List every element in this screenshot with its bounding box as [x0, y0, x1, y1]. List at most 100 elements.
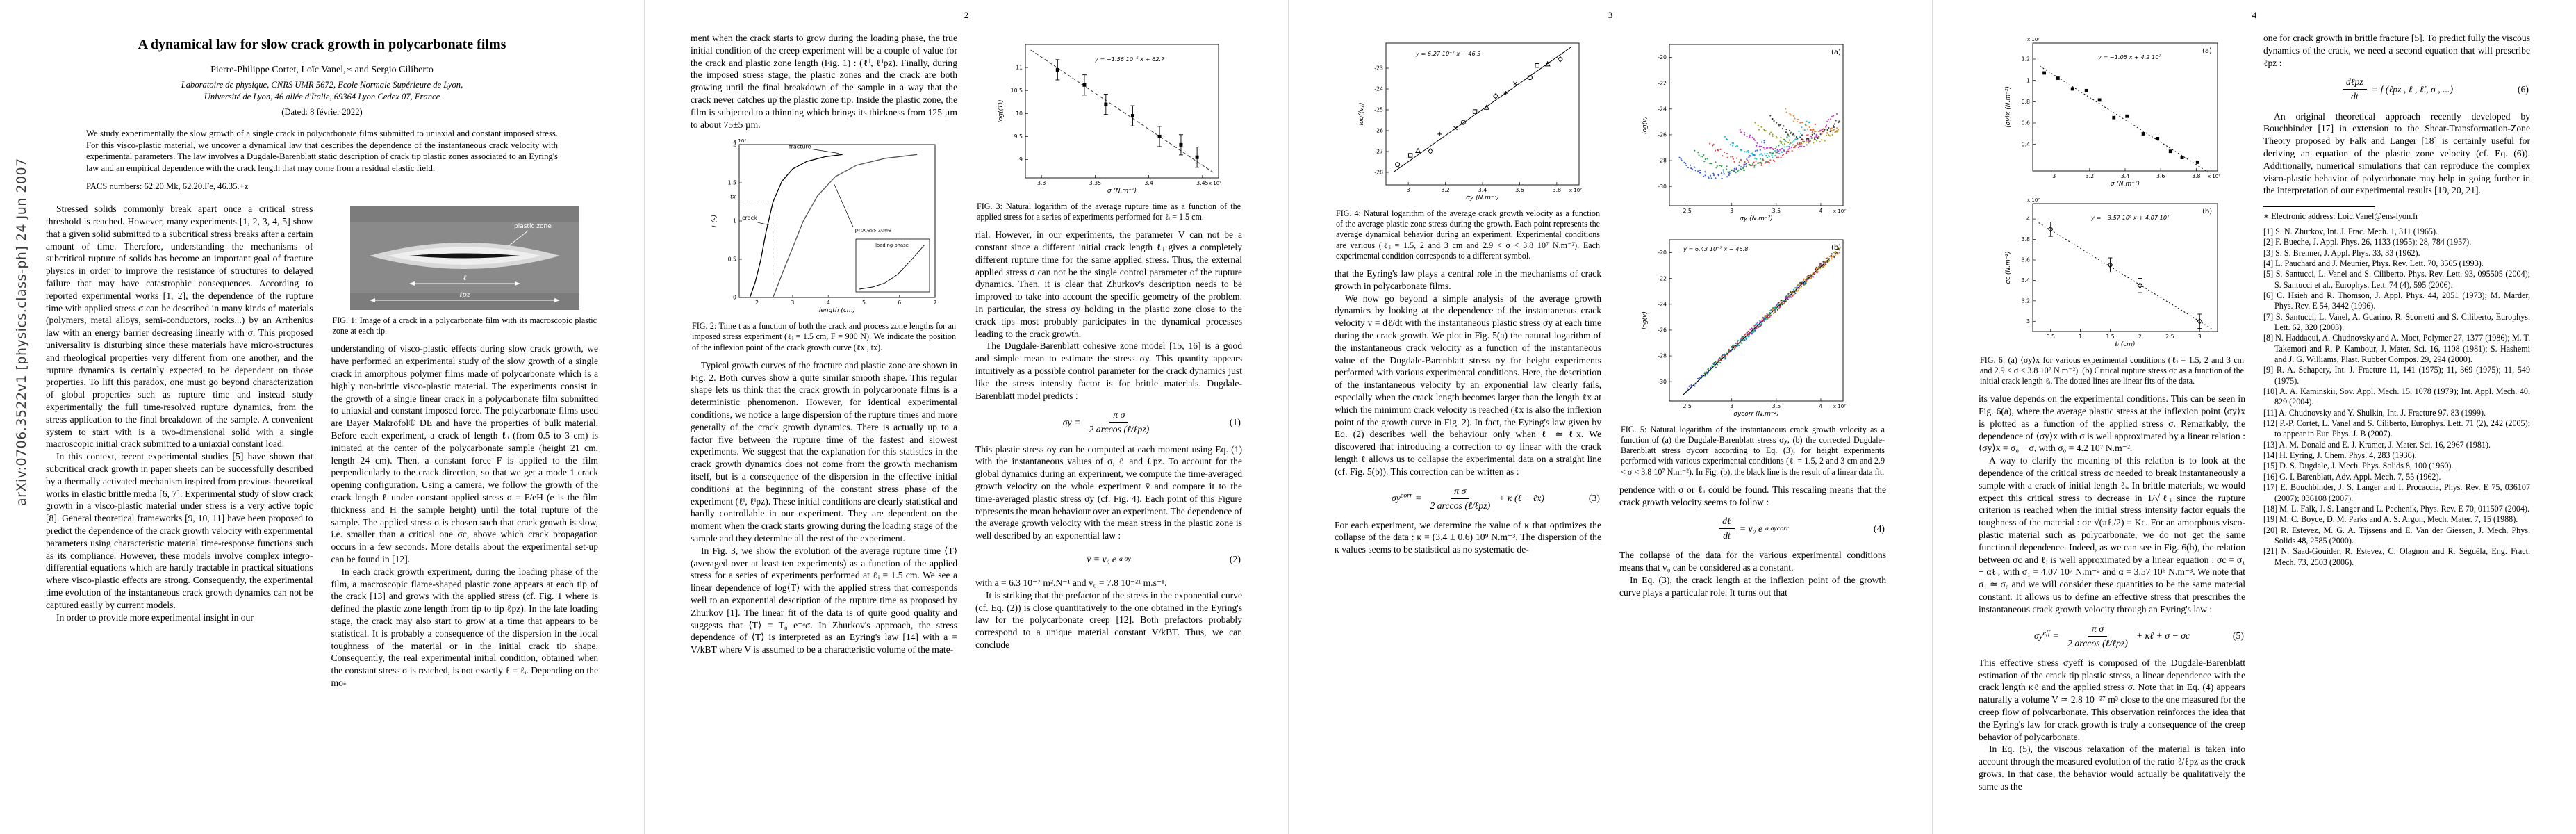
- footnote-rule: [2263, 206, 2375, 208]
- svg-text:3.8: 3.8: [1553, 187, 1561, 193]
- svg-text:y = −1.56 10⁻⁶ x + 62.7: y = −1.56 10⁻⁶ x + 62.7: [1094, 56, 1165, 63]
- affiliation-line-1: Laboratoire de physique, CNRS UMR 5672, …: [181, 80, 463, 90]
- svg-text:2.5: 2.5: [1683, 403, 1691, 409]
- svg-text:3.2: 3.2: [1441, 187, 1449, 193]
- page-3: 3 3 3.2 3.4 3.6 3.8 -28 -27 -26 -25 -24 -23 σ̄y (N.…: [1288, 0, 1932, 834]
- reference-item: [14] H. Eyring, J. Chem. Phys. 4, 283 (1…: [2263, 450, 2417, 461]
- page-4-columns: 3 3.2 3.4 3.6 3.8 0.4 0.6 0.8 1 1.2 σ (N.m⁻²) ⟨σy⟩x…: [1979, 32, 2530, 808]
- svg-text:4: 4: [1819, 403, 1822, 409]
- page-3-column-right: 2.5 3 3.5 4 -30 -28 -26 -24 -22 -20 σy (N.m⁻²) log(…: [1619, 32, 1886, 808]
- page-1: arXiv:0706.3522v1 [physics.class-ph] 24 …: [0, 0, 644, 834]
- svg-text:fracture: fracture: [789, 144, 811, 150]
- svg-text:4: 4: [827, 300, 830, 306]
- page-2: 2 ment when the crack starts to grow dur…: [644, 0, 1288, 834]
- svg-text:4: 4: [1819, 208, 1822, 214]
- body-paragraph: This effective stress σyeff is composed …: [1979, 657, 2245, 742]
- figure-6-caption: FIG. 6: (a) ⟨σy⟩x for various experiment…: [1980, 354, 2245, 386]
- svg-text:ℓᵢ (cm): ℓᵢ (cm): [2115, 341, 2136, 348]
- average-velocity-plot: 3 3.2 3.4 3.6 3.8 -28 -27 -26 -25 -24 -23 σ̄y (N.m⁻…: [1358, 42, 1582, 202]
- svg-text:2.5: 2.5: [1683, 208, 1691, 214]
- reference-item: [6] C. Hsieh and R. Thomson, J. Appl. Ph…: [2263, 290, 2530, 311]
- page-3-column-left: 3 3.2 3.4 3.6 3.8 -28 -27 -26 -25 -24 -23 σ̄y (N.m⁻…: [1335, 32, 1601, 808]
- reference-item: [4] L. Pauchard and J. Meunier, Phys. Re…: [2263, 258, 2484, 268]
- reference-item: [16] G. I. Barenblatt, Adv. Appl. Mech. …: [2263, 471, 2441, 482]
- svg-text:crack: crack: [742, 215, 757, 221]
- svg-text:ℓpz: ℓpz: [459, 291, 471, 299]
- svg-text:5: 5: [862, 300, 866, 306]
- body-paragraph: understanding of visco-plastic effects d…: [331, 343, 599, 565]
- reference-item: [21] N. Saad-Gouider, R. Estevez, C. Ola…: [2263, 546, 2530, 567]
- svg-text:ℓx: ℓx: [779, 133, 785, 135]
- svg-text:x 10⁷: x 10⁷: [1569, 188, 1582, 193]
- svg-text:2: 2: [733, 142, 736, 148]
- reference-item: [13] A. M. Donald and E. J. Kramer, J. M…: [2263, 439, 2491, 450]
- svg-text:t (s): t (s): [711, 215, 718, 227]
- svg-text:9.5: 9.5: [1014, 133, 1023, 140]
- svg-text:3.8: 3.8: [2192, 173, 2200, 179]
- svg-text:σ (N.m⁻²): σ (N.m⁻²): [1107, 188, 1137, 195]
- svg-text:-24: -24: [1658, 106, 1667, 112]
- figure-6-panel-b: 0.5 1 1.5 2 2.5 3 3 3.2 3.4 3.6 3.8 4 ℓᵢ (cm) σc (N.m…: [1979, 195, 2245, 353]
- svg-text:loading phase: loading phase: [875, 243, 909, 248]
- svg-text:3.2: 3.2: [2022, 297, 2030, 304]
- svg-text:log(⟨T⟩): log(⟨T⟩): [998, 99, 1005, 122]
- affiliation-line-2: Université de Lyon, 46 allée d'Italie, 6…: [204, 91, 440, 101]
- figure-4: 3 3.2 3.4 3.6 3.8 -28 -27 -26 -25 -24 -23 σ̄y (N.m⁻…: [1335, 35, 1601, 206]
- body-paragraph: In Eq. (5), the viscous relaxation of th…: [1979, 744, 2245, 792]
- svg-text:ℓ: ℓ: [463, 273, 466, 282]
- svg-text:-27: -27: [1374, 149, 1383, 155]
- body-paragraph: In this context, recent experimental stu…: [46, 451, 313, 610]
- inflexion-stress-plot: 3 3.2 3.4 3.6 3.8 0.4 0.6 0.8 1 1.2 σ (N.m⁻²) ⟨σy⟩x…: [2005, 37, 2220, 188]
- svg-text:log(⟨v⟩): log(⟨v⟩): [1358, 102, 1365, 125]
- body-paragraph: We now go beyond a simple analysis of th…: [1335, 293, 1601, 477]
- body-paragraph: Stressed solids commonly break apart onc…: [46, 204, 313, 450]
- reference-item: [1] S. N. Zhurkov, Int. J. Frac. Mech. 1…: [2263, 226, 2438, 236]
- figure-5-panel-a: 2.5 3 3.5 4 -30 -28 -26 -24 -22 -20 σy (N.m⁻²) log(…: [1619, 35, 1886, 227]
- page-number: 2: [964, 10, 969, 20]
- figure-5-panel-b: 2.5 3 3.5 4 -30 -28 -26 -24 -22 -20 σycorr (N.m⁻²)…: [1619, 230, 1886, 423]
- svg-text:-24: -24: [1374, 86, 1383, 92]
- svg-text:(b): (b): [1831, 244, 1841, 252]
- svg-text:x 10⁷: x 10⁷: [1833, 208, 1846, 214]
- page-2-column-left: ment when the crack starts to grow durin…: [691, 32, 957, 808]
- body-paragraph: with a = 6.3 10⁻⁷ m².N⁻¹ and v₀ = 7.8 10…: [975, 577, 1167, 588]
- svg-text:11: 11: [1016, 65, 1023, 71]
- svg-text:σ̄y (N.m⁻²): σ̄y (N.m⁻²): [1466, 195, 1499, 202]
- reference-item: [9] R. A. Schapery, Int. J. Fracture 11,…: [2263, 365, 2530, 386]
- svg-text:σ (N.m⁻²): σ (N.m⁻²): [2111, 181, 2140, 188]
- svg-text:-22: -22: [1658, 275, 1667, 281]
- svg-text:3: 3: [1407, 187, 1410, 193]
- body-paragraph: For each experiment, we determine the va…: [1335, 519, 1601, 555]
- svg-text:log(v): log(v): [1642, 116, 1649, 134]
- svg-text:3: 3: [2052, 173, 2056, 179]
- svg-text:1: 1: [733, 218, 736, 224]
- body-paragraph: In Fig. 3, we show the evolution of the …: [691, 545, 957, 655]
- svg-text:x 10⁷: x 10⁷: [1833, 404, 1846, 409]
- svg-text:1.2: 1.2: [2022, 56, 2030, 63]
- svg-text:3.6: 3.6: [2022, 256, 2030, 263]
- crack-photo-figure: ℓ ℓpz plastic zone: [349, 206, 579, 311]
- page-1-columns: Stressed solids commonly break apart onc…: [46, 203, 598, 728]
- svg-text:3.2: 3.2: [2086, 173, 2094, 179]
- svg-text:3: 3: [2026, 318, 2030, 325]
- reference-item: [8] N. Haddaoui, A. Chudnovsky and A. Mo…: [2263, 333, 2530, 365]
- page-4-column-right: one for crack growth in brittle fracture…: [2263, 32, 2530, 808]
- page-2-columns: ment when the crack starts to grow durin…: [691, 32, 1242, 808]
- reference-list: [1] S. N. Zhurkov, Int. J. Frac. Mech. 1…: [2263, 227, 2530, 568]
- figure-6-panel-a: 3 3.2 3.4 3.6 3.8 0.4 0.6 0.8 1 1.2 σ (N.m⁻²) ⟨σy⟩x…: [1979, 35, 2245, 193]
- svg-text:σc (N.m⁻²): σc (N.m⁻²): [2005, 251, 2012, 284]
- pacs-line: PACS numbers: 62.20.Mk, 62.20.Fe, 46.35.…: [86, 181, 249, 192]
- body-paragraph: An original theoretical approach recentl…: [2263, 111, 2530, 196]
- body-paragraph: In each crack growth experiment, during …: [331, 566, 599, 688]
- svg-text:9: 9: [1019, 156, 1023, 163]
- reference-item: [19] M. C. Boyce, D. M. Parks and A. S. …: [2263, 514, 2518, 525]
- body-paragraph: This plastic stress σy can be computed a…: [975, 443, 1242, 541]
- svg-text:3: 3: [2198, 334, 2202, 340]
- body-paragraph: In Eq. (3), the crack length at the infl…: [1619, 575, 1886, 598]
- svg-text:-26: -26: [1374, 128, 1383, 134]
- rupture-time-plot: 3.3 3.35 3.4 3.45 9 9.5 10 10.5 11 σ (N.m⁻²) log(⟨…: [998, 44, 1221, 195]
- page-3-columns: 3 3.2 3.4 3.6 3.8 -28 -27 -26 -25 -24 -23 σ̄y (N.m⁻…: [1335, 32, 1886, 808]
- svg-text:3.5: 3.5: [1772, 403, 1781, 409]
